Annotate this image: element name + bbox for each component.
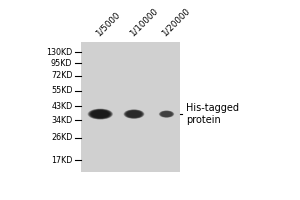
Ellipse shape [129,112,139,116]
Ellipse shape [163,112,170,116]
Text: 95KD: 95KD [51,59,72,68]
Ellipse shape [94,111,107,117]
Ellipse shape [131,113,136,115]
Ellipse shape [127,111,141,117]
Ellipse shape [91,110,110,118]
Ellipse shape [161,111,172,117]
Ellipse shape [126,110,142,118]
Ellipse shape [88,109,112,119]
Ellipse shape [95,112,105,116]
Text: 34KD: 34KD [51,116,72,125]
Ellipse shape [131,113,137,115]
Ellipse shape [93,111,108,117]
Bar [80,42,181,172]
Ellipse shape [127,111,141,117]
Ellipse shape [92,110,109,118]
Ellipse shape [90,110,111,119]
Ellipse shape [125,110,143,118]
Ellipse shape [160,111,172,117]
Ellipse shape [128,111,140,117]
Ellipse shape [162,112,171,116]
Ellipse shape [123,109,145,119]
Ellipse shape [165,113,168,115]
Ellipse shape [128,111,140,117]
Ellipse shape [97,112,104,116]
Ellipse shape [164,113,169,115]
Ellipse shape [88,109,113,120]
Text: 72KD: 72KD [51,71,72,80]
Ellipse shape [89,109,111,119]
Text: His-tagged
protein: His-tagged protein [186,103,239,125]
Ellipse shape [163,113,170,116]
Ellipse shape [159,110,174,118]
Ellipse shape [130,112,139,116]
Ellipse shape [126,111,142,118]
Text: 1/20000: 1/20000 [160,6,192,38]
Ellipse shape [97,113,103,115]
Ellipse shape [164,113,169,115]
Text: 1/10000: 1/10000 [128,6,159,38]
Text: 26KD: 26KD [51,133,72,142]
Ellipse shape [159,111,174,117]
Text: 55KD: 55KD [51,86,72,95]
Ellipse shape [130,112,137,116]
Ellipse shape [130,112,138,116]
Ellipse shape [164,113,169,115]
Ellipse shape [125,110,143,118]
Ellipse shape [159,111,174,118]
Ellipse shape [92,111,109,118]
Ellipse shape [165,113,168,115]
Ellipse shape [96,112,105,116]
Ellipse shape [95,112,106,116]
Ellipse shape [162,112,171,116]
Ellipse shape [88,109,112,119]
Text: 1/5000: 1/5000 [94,10,122,38]
Ellipse shape [98,113,103,115]
Ellipse shape [94,112,106,117]
Ellipse shape [129,112,140,117]
Text: 130KD: 130KD [46,48,72,57]
Ellipse shape [132,113,136,115]
Ellipse shape [160,111,173,117]
Ellipse shape [160,111,173,117]
Ellipse shape [161,112,172,117]
Ellipse shape [124,110,144,118]
Ellipse shape [93,111,107,117]
Text: 17KD: 17KD [51,156,72,165]
Ellipse shape [124,110,144,119]
Text: 43KD: 43KD [51,102,72,111]
Ellipse shape [90,110,110,118]
Ellipse shape [163,112,170,116]
Ellipse shape [161,112,172,116]
